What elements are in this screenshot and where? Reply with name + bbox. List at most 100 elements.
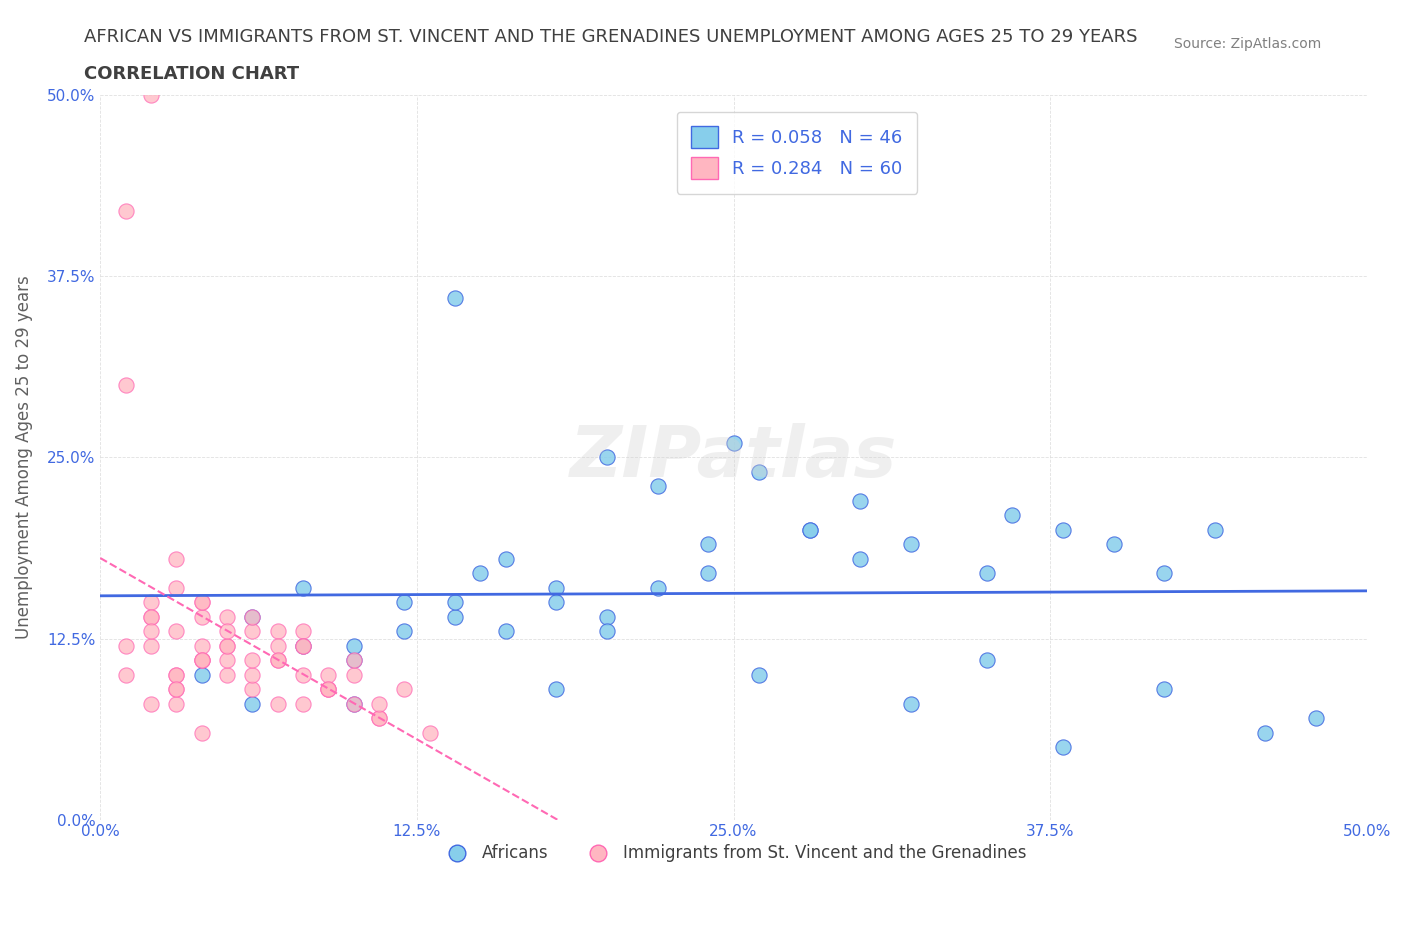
Point	[291, 638, 314, 653]
Point	[546, 682, 568, 697]
Point	[470, 565, 492, 580]
Point	[546, 595, 568, 610]
Point	[367, 711, 389, 725]
Point	[139, 609, 162, 624]
Point	[495, 624, 517, 639]
Point	[900, 537, 922, 551]
Text: ZIPatlas: ZIPatlas	[569, 423, 897, 492]
Point	[165, 697, 187, 711]
Point	[266, 624, 288, 639]
Point	[139, 624, 162, 639]
Point	[165, 668, 187, 683]
Point	[647, 580, 669, 595]
Point	[240, 624, 263, 639]
Point	[342, 697, 364, 711]
Point	[215, 668, 238, 683]
Point	[316, 682, 339, 697]
Point	[392, 682, 415, 697]
Point	[190, 638, 212, 653]
Point	[342, 668, 364, 683]
Text: AFRICAN VS IMMIGRANTS FROM ST. VINCENT AND THE GRENADINES UNEMPLOYMENT AMONG AGE: AFRICAN VS IMMIGRANTS FROM ST. VINCENT A…	[84, 28, 1137, 46]
Point	[1153, 682, 1175, 697]
Point	[367, 711, 389, 725]
Point	[392, 624, 415, 639]
Point	[165, 624, 187, 639]
Point	[190, 595, 212, 610]
Point	[723, 435, 745, 450]
Point	[215, 638, 238, 653]
Point	[748, 668, 770, 683]
Point	[215, 638, 238, 653]
Y-axis label: Unemployment Among Ages 25 to 29 years: Unemployment Among Ages 25 to 29 years	[15, 275, 32, 639]
Point	[114, 204, 136, 219]
Point	[799, 523, 821, 538]
Point	[240, 609, 263, 624]
Point	[240, 609, 263, 624]
Point	[1153, 565, 1175, 580]
Point	[291, 668, 314, 683]
Point	[444, 609, 467, 624]
Point	[291, 697, 314, 711]
Point	[266, 653, 288, 668]
Point	[190, 653, 212, 668]
Text: Source: ZipAtlas.com: Source: ZipAtlas.com	[1174, 37, 1322, 51]
Point	[215, 624, 238, 639]
Point	[165, 682, 187, 697]
Point	[799, 523, 821, 538]
Point	[367, 697, 389, 711]
Point	[900, 697, 922, 711]
Point	[240, 653, 263, 668]
Point	[392, 595, 415, 610]
Point	[546, 580, 568, 595]
Point	[114, 638, 136, 653]
Point	[596, 624, 619, 639]
Point	[1052, 523, 1074, 538]
Point	[419, 725, 441, 740]
Point	[697, 537, 720, 551]
Point	[647, 479, 669, 494]
Text: CORRELATION CHART: CORRELATION CHART	[84, 65, 299, 83]
Point	[139, 609, 162, 624]
Point	[1102, 537, 1125, 551]
Point	[291, 624, 314, 639]
Point	[291, 580, 314, 595]
Point	[240, 668, 263, 683]
Legend: Africans, Immigrants from St. Vincent and the Grenadines: Africans, Immigrants from St. Vincent an…	[433, 838, 1033, 870]
Point	[190, 595, 212, 610]
Point	[342, 653, 364, 668]
Point	[748, 464, 770, 479]
Point	[342, 638, 364, 653]
Point	[139, 697, 162, 711]
Point	[495, 551, 517, 566]
Point	[1204, 523, 1226, 538]
Point	[342, 653, 364, 668]
Point	[266, 697, 288, 711]
Point	[697, 565, 720, 580]
Point	[1305, 711, 1327, 725]
Point	[165, 682, 187, 697]
Point	[1052, 739, 1074, 754]
Point	[849, 494, 872, 509]
Point	[849, 551, 872, 566]
Point	[165, 551, 187, 566]
Point	[215, 653, 238, 668]
Point	[291, 638, 314, 653]
Point	[190, 653, 212, 668]
Point	[976, 653, 998, 668]
Point	[240, 682, 263, 697]
Point	[316, 682, 339, 697]
Point	[291, 638, 314, 653]
Point	[1001, 508, 1024, 523]
Point	[114, 378, 136, 392]
Point	[190, 653, 212, 668]
Point	[444, 291, 467, 306]
Point	[139, 88, 162, 103]
Point	[190, 609, 212, 624]
Point	[139, 595, 162, 610]
Point	[190, 668, 212, 683]
Point	[165, 580, 187, 595]
Point	[165, 668, 187, 683]
Point	[240, 697, 263, 711]
Point	[114, 668, 136, 683]
Point	[342, 697, 364, 711]
